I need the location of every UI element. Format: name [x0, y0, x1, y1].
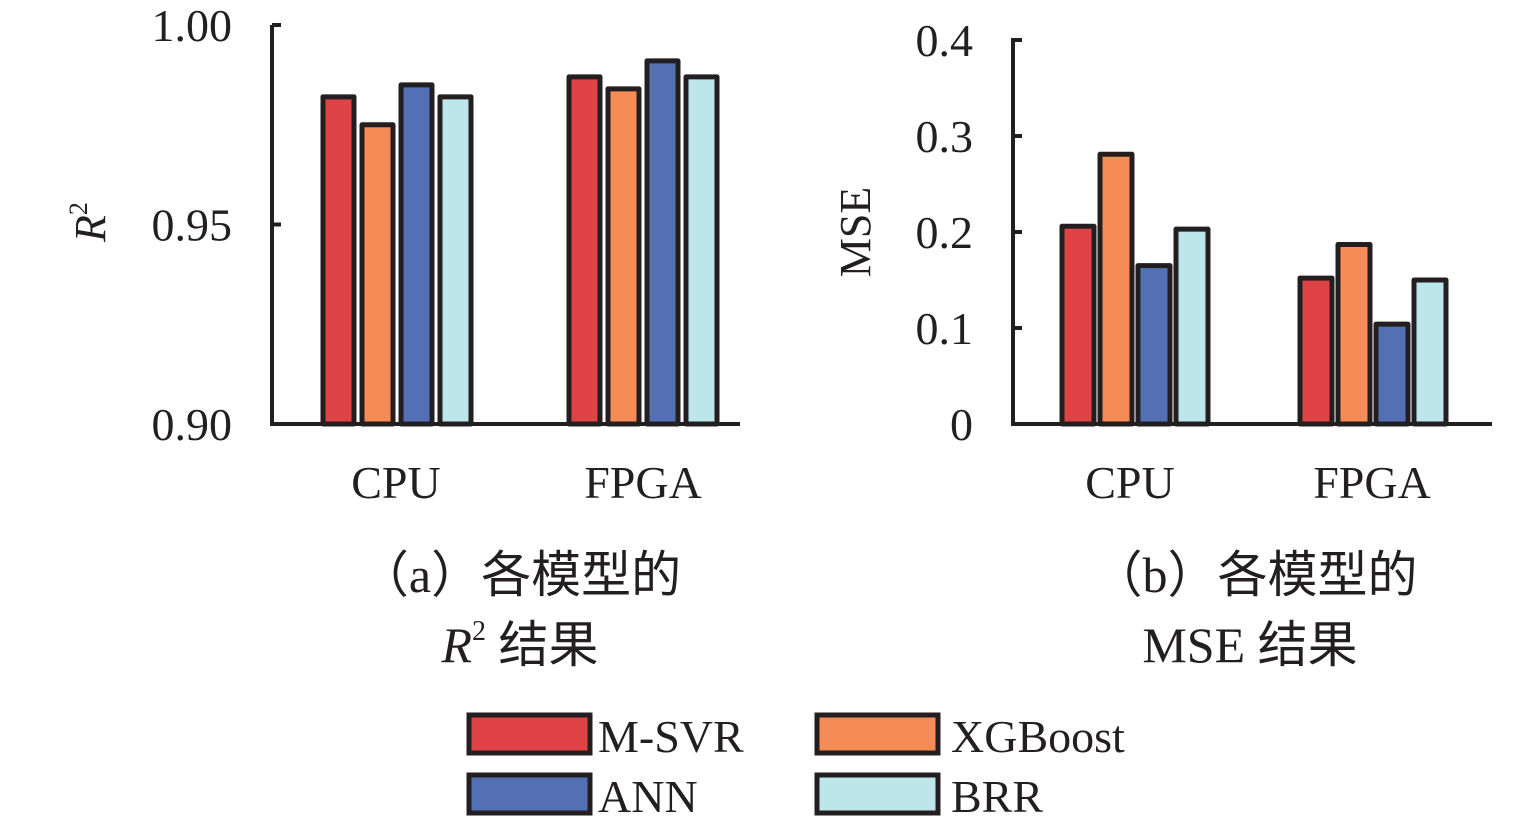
- panel-b-bar-cpu-m-svr: [1059, 223, 1097, 427]
- panel-a-r2-chart: 0.90 0.95 1.00 CPU FPGA R2 （a）各模型的 R2 结果: [64, 0, 740, 673]
- panel-b-bar-fpga-brr: [1411, 277, 1449, 427]
- panel-a-bars: [320, 58, 720, 427]
- panel-a-caption-line2: R2 结果: [440, 616, 598, 673]
- panel-a-y-ticks: 0.90 0.95 1.00: [152, 0, 281, 450]
- legend-swatch-ann: [466, 772, 593, 816]
- panel-a-xtick-cpu: CPU: [351, 457, 440, 508]
- panel-b-bar-fpga-ann: [1373, 321, 1411, 427]
- panel-b-bar-cpu-xgboost: [1097, 151, 1135, 427]
- legend-item-ann: ANN: [466, 771, 698, 822]
- panel-b-caption-line1: （b）各模型的: [1093, 547, 1418, 603]
- legend: M-SVR XGBoost ANN BRR: [466, 711, 1125, 822]
- panel-a-caption-line1: （a）各模型的: [359, 547, 681, 603]
- legend-item-brr: BRR: [814, 771, 1043, 822]
- panel-b-bar-cpu-brr: [1173, 226, 1211, 427]
- panel-b-xtick-cpu: CPU: [1085, 457, 1174, 508]
- panel-a-ytick-label: 0.90: [152, 399, 233, 450]
- panel-a-bar-cpu-xgboost: [359, 122, 396, 427]
- panel-a-bar-cpu-brr: [437, 94, 474, 427]
- panel-b-bar-fpga-xgboost: [1335, 241, 1373, 427]
- legend-swatch-xgboost: [814, 712, 941, 756]
- panel-b-bars: [1059, 151, 1449, 427]
- panel-b-caption-line2: MSE 结果: [1142, 617, 1357, 673]
- panel-b-ytick-label: 0.3: [916, 111, 974, 162]
- panel-b-y-ticks: 0 0.1 0.2 0.3 0.4: [916, 15, 1022, 450]
- legend-label-xgboost: XGBoost: [951, 711, 1125, 762]
- legend-label-m-svr: M-SVR: [598, 711, 744, 762]
- legend-swatch-m-svr: [466, 712, 593, 756]
- legend-label-ann: ANN: [598, 771, 698, 822]
- panel-a-bar-fpga-brr: [683, 74, 720, 427]
- panel-b-ytick-label: 0: [950, 399, 973, 450]
- panel-a-bar-fpga-m-svr: [566, 74, 603, 427]
- panel-a-xtick-fpga: FPGA: [584, 457, 702, 508]
- legend-item-xgboost: XGBoost: [814, 711, 1125, 762]
- panel-a-bar-fpga-ann: [644, 58, 681, 427]
- panel-b-ytick-label: 0.4: [916, 15, 974, 66]
- panel-b-ylabel: MSE: [831, 187, 880, 277]
- panel-a-bar-cpu-m-svr: [320, 94, 357, 427]
- panel-a-ylabel: R2: [64, 202, 115, 243]
- legend-swatch-brr: [814, 772, 941, 816]
- panel-b-bar-cpu-ann: [1135, 263, 1173, 427]
- legend-label-brr: BRR: [951, 771, 1043, 822]
- panel-b-xtick-fpga: FPGA: [1313, 457, 1431, 508]
- panel-b-ytick-label: 0.1: [916, 303, 974, 354]
- panel-a-bar-fpga-xgboost: [605, 86, 642, 427]
- panel-b-ytick-label: 0.2: [916, 207, 974, 258]
- panel-b-mse-chart: 0 0.1 0.2 0.3 0.4 CPU FPGA MSE （b）各模型的 MSE 结…: [831, 15, 1492, 673]
- panel-a-bar-cpu-ann: [398, 82, 435, 427]
- panel-a-ytick-label: 1.00: [152, 0, 233, 51]
- panel-a-ytick-label: 0.95: [152, 200, 233, 251]
- legend-item-m-svr: M-SVR: [466, 711, 744, 762]
- panel-a-y-axis-label: R2: [64, 202, 115, 243]
- panel-b-bar-fpga-m-svr: [1297, 275, 1335, 427]
- panel-b-y-axis-label: MSE: [831, 187, 880, 277]
